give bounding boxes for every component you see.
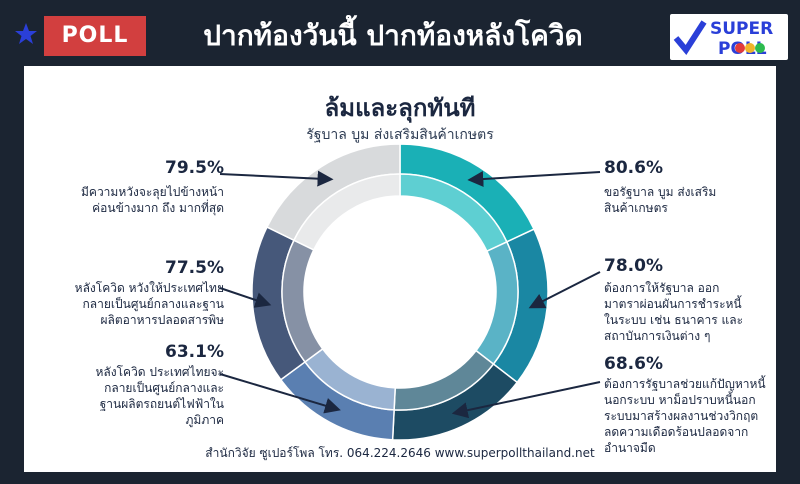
desc-line: มีความหวังจะลุยไปข้างหน้า xyxy=(81,185,224,199)
desc-line: ระบบมาสร้างผลงานช่วงวิกฤต xyxy=(604,409,759,423)
desc-line: อำนาจมืด xyxy=(604,441,656,455)
desc-line: ผลิตอาหารปลอดสารพิษ xyxy=(100,313,224,327)
card-subtitle: รัฐบาล บูม ส่งเสริมสินค้าเกษตร xyxy=(306,127,494,143)
desc-label-1: ต้องการให้รัฐบาล ออกมาตราผ่อนผันการชำระห… xyxy=(604,280,772,344)
poll-badge: POLL xyxy=(44,16,146,56)
pct-label-4: 77.5% xyxy=(165,258,224,278)
pointer-arrow-0 xyxy=(467,171,601,188)
desc-label-5: มีความหวังจะลุยไปข้างหน้าค่อนข้างมาก ถึง… xyxy=(44,184,224,216)
desc-line: ภูมิภาค xyxy=(185,413,225,427)
header-bar: POLL ปากท้องวันนี้ ปากท้องหลังโควิด SUPE… xyxy=(0,0,800,64)
desc-line: กลายเป็นศูนย์กลางและฐาน xyxy=(82,297,224,311)
desc-line: ลดความเดือดร้อนปลอดจาก xyxy=(604,425,749,439)
card-title: ล้มและลุกทันที xyxy=(324,94,476,122)
donut-chart xyxy=(219,143,601,441)
footer-contact: สำนักวิจัย ซูเปอร์โพล โทร. 064.224.2646 … xyxy=(205,446,595,460)
desc-line: ในระบบ เช่น ธนาคาร และ xyxy=(604,313,744,327)
star-icon xyxy=(15,23,37,44)
desc-line: ค่อนข้างมาก ถึง มากที่สุด xyxy=(92,201,224,215)
pointer-arrow-4 xyxy=(219,287,272,308)
desc-line: กลายเป็นศูนย์กลางและ xyxy=(104,381,224,395)
desc-line: หลังโควิด ประเทศไทยจะ xyxy=(95,365,224,379)
pct-label-1: 78.0% xyxy=(604,256,663,276)
desc-line: ฐานผลิตรถยนต์ไฟฟ้าใน xyxy=(99,397,224,411)
pct-label-0: 80.6% xyxy=(604,158,663,178)
pointer-arrow-2 xyxy=(451,381,601,419)
pointer-arrow-5 xyxy=(219,170,334,187)
pct-label-5: 79.5% xyxy=(165,158,224,178)
desc-line: ขอรัฐบาล บูม ส่งเสริม xyxy=(604,185,717,199)
superpoll-logo: SUPER POLL xyxy=(670,14,788,60)
desc-line: มาตราผ่อนผันการชำระหนี้ xyxy=(604,297,742,311)
donut-slice-inner-5 xyxy=(292,173,401,251)
desc-line: สินค้าเกษตร xyxy=(604,201,668,215)
poll-card: ล้มและลุกทันที รัฐบาล บูม ส่งเสริมสินค้า… xyxy=(24,66,776,472)
desc-label-3: หลังโควิด ประเทศไทยจะกลายเป็นศูนย์กลางแล… xyxy=(54,364,224,428)
pointer-arrow-1 xyxy=(528,271,601,309)
pct-label-2: 68.6% xyxy=(604,354,663,374)
desc-line: ต้องการรัฐบาลช่วยแก้ปัญหาหนี้ xyxy=(604,377,766,391)
desc-line: หลังโควิด หวังให้ประเทศไทย xyxy=(74,281,224,295)
desc-label-0: ขอรัฐบาล บูม ส่งเสริมสินค้าเกษตร xyxy=(604,184,764,216)
desc-line: สถาบันการเงินต่าง ๆ xyxy=(604,329,711,343)
desc-line: ต้องการให้รัฐบาล ออก xyxy=(604,281,720,295)
desc-line: นอกระบบ หาม็อปราบหนี้นอก xyxy=(604,393,756,407)
page-title: ปากท้องวันนี้ ปากท้องหลังโควิด xyxy=(203,19,583,52)
desc-label-4: หลังโควิด หวังให้ประเทศไทยกลายเป็นศูนย์ก… xyxy=(44,280,224,328)
logo-text-super: SUPER xyxy=(710,19,773,39)
pct-label-3: 63.1% xyxy=(165,342,224,362)
pointer-arrow-3 xyxy=(219,373,341,414)
desc-label-2: ต้องการรัฐบาลช่วยแก้ปัญหาหนี้นอกระบบ หาม… xyxy=(604,376,772,456)
